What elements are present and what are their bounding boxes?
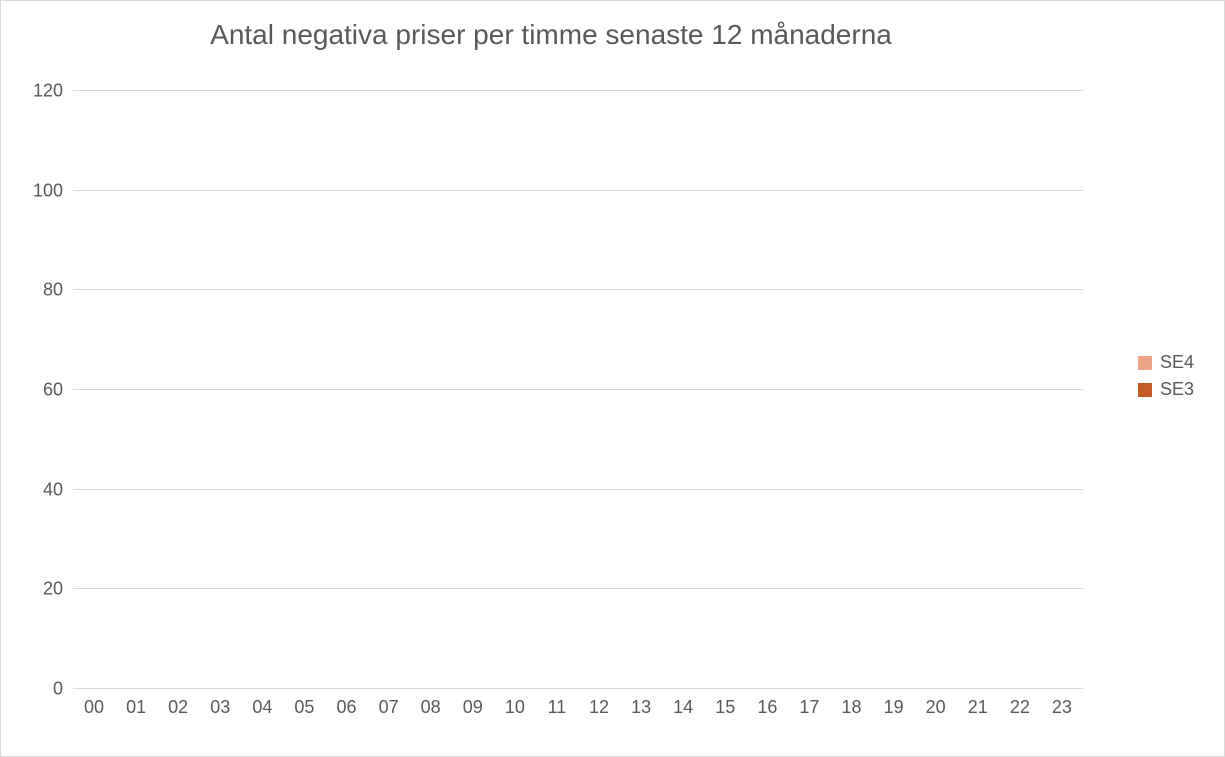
y-tick-label: 60 [43, 380, 63, 401]
x-tick-label: 02 [157, 697, 199, 718]
bar-slot: 12 [578, 91, 620, 689]
bar-slot: 00 [73, 91, 115, 689]
bar-slot: 22 [999, 91, 1041, 689]
y-tick-label: 80 [43, 280, 63, 301]
chart-frame: Antal negativa priser per timme senaste … [0, 0, 1225, 757]
legend-label: SE4 [1160, 352, 1194, 373]
legend-label: SE3 [1160, 379, 1194, 400]
plot-area: 0204060801001200001020304050607080910111… [73, 91, 1083, 689]
legend-item-se3: SE3 [1138, 379, 1194, 400]
x-tick-label: 19 [873, 697, 915, 718]
x-tick-label: 01 [115, 697, 157, 718]
bar-slot: 16 [746, 91, 788, 689]
legend-swatch [1138, 356, 1152, 370]
legend-item-se4: SE4 [1138, 352, 1194, 373]
x-tick-label: 20 [915, 697, 957, 718]
y-tick-label: 120 [33, 81, 63, 102]
y-tick-label: 100 [33, 180, 63, 201]
bar-slot: 23 [1041, 91, 1083, 689]
x-tick-label: 17 [788, 697, 830, 718]
x-tick-label: 04 [241, 697, 283, 718]
x-tick-label: 09 [452, 697, 494, 718]
bar-slot: 02 [157, 91, 199, 689]
bar-slot: 08 [410, 91, 452, 689]
x-tick-label: 05 [283, 697, 325, 718]
x-tick-label: 15 [704, 697, 746, 718]
bar-slot: 21 [957, 91, 999, 689]
bar-slot: 19 [873, 91, 915, 689]
bar-slot: 03 [199, 91, 241, 689]
y-tick-label: 20 [43, 579, 63, 600]
x-tick-label: 22 [999, 697, 1041, 718]
bar-slot: 13 [620, 91, 662, 689]
x-tick-label: 12 [578, 697, 620, 718]
x-tick-label: 23 [1041, 697, 1083, 718]
x-tick-label: 00 [73, 697, 115, 718]
x-tick-label: 10 [494, 697, 536, 718]
bar-slot: 09 [452, 91, 494, 689]
x-tick-label: 03 [199, 697, 241, 718]
bar-slot: 11 [536, 91, 578, 689]
bar-slot: 01 [115, 91, 157, 689]
bar-slot: 05 [283, 91, 325, 689]
bar-slot: 17 [788, 91, 830, 689]
x-tick-label: 14 [662, 697, 704, 718]
x-tick-label: 06 [326, 697, 368, 718]
bar-slot: 18 [831, 91, 873, 689]
y-tick-label: 0 [53, 679, 63, 700]
bars-layer: 0001020304050607080910111213141516171819… [73, 91, 1083, 689]
bar-slot: 15 [704, 91, 746, 689]
y-tick-label: 40 [43, 479, 63, 500]
bar-slot: 10 [494, 91, 536, 689]
x-tick-label: 07 [368, 697, 410, 718]
x-tick-label: 08 [410, 697, 452, 718]
x-tick-label: 18 [831, 697, 873, 718]
x-tick-label: 21 [957, 697, 999, 718]
bar-slot: 07 [368, 91, 410, 689]
legend-swatch [1138, 383, 1152, 397]
x-tick-label: 11 [536, 697, 578, 718]
x-tick-label: 13 [620, 697, 662, 718]
chart-title: Antal negativa priser per timme senaste … [1, 19, 1101, 51]
bar-slot: 06 [326, 91, 368, 689]
x-tick-label: 16 [746, 697, 788, 718]
legend: SE4SE3 [1138, 346, 1194, 406]
bar-slot: 04 [241, 91, 283, 689]
bar-slot: 14 [662, 91, 704, 689]
bar-slot: 20 [915, 91, 957, 689]
